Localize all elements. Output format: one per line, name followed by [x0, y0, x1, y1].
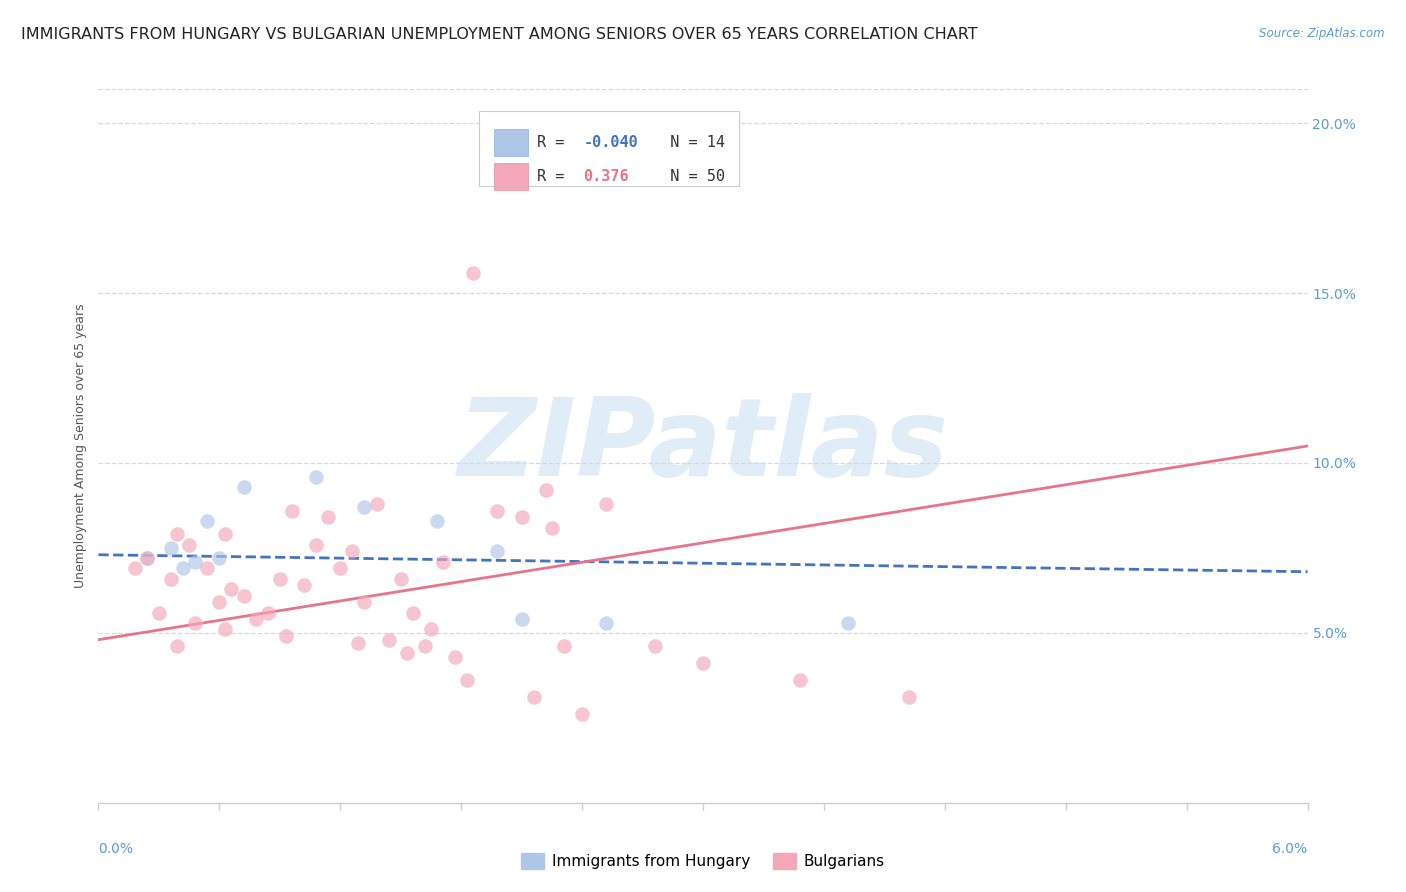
Point: [347, 636, 370, 650]
Legend: Immigrants from Hungary, Bulgarians: Immigrants from Hungary, Bulgarians: [515, 847, 891, 875]
Point: [135, 551, 157, 566]
FancyBboxPatch shape: [494, 163, 527, 190]
Point: [456, 673, 478, 688]
Point: [486, 544, 509, 558]
Point: [166, 527, 188, 541]
Point: [179, 537, 201, 551]
Point: [160, 572, 183, 586]
Point: [897, 690, 920, 705]
Point: [432, 555, 454, 569]
Point: [463, 266, 485, 280]
Text: -0.040: -0.040: [583, 135, 638, 150]
Point: [426, 514, 449, 528]
Point: [595, 497, 617, 511]
Point: [510, 612, 533, 626]
Point: [135, 551, 157, 566]
Point: [444, 649, 467, 664]
Point: [160, 541, 183, 555]
Point: [221, 582, 243, 596]
Text: 0.0%: 0.0%: [98, 842, 134, 856]
Point: [172, 561, 194, 575]
Point: [232, 589, 254, 603]
Point: [214, 623, 236, 637]
FancyBboxPatch shape: [494, 128, 527, 155]
Point: [256, 606, 278, 620]
Point: [595, 615, 617, 630]
Point: [486, 503, 509, 517]
Point: [195, 561, 218, 575]
Text: R =: R =: [537, 169, 574, 184]
Point: [420, 623, 443, 637]
Text: ZIPatlas: ZIPatlas: [457, 393, 949, 499]
Point: [166, 640, 188, 654]
Text: 0.376: 0.376: [583, 169, 628, 184]
Point: [377, 632, 399, 647]
Point: [269, 572, 291, 586]
Point: [316, 510, 339, 524]
Text: R =: R =: [537, 135, 574, 150]
Point: [353, 500, 375, 515]
Point: [342, 544, 364, 558]
Point: [644, 640, 666, 654]
Point: [245, 612, 267, 626]
Point: [148, 606, 170, 620]
Point: [789, 673, 811, 688]
Point: [208, 595, 231, 609]
FancyBboxPatch shape: [479, 111, 740, 186]
Point: [329, 561, 352, 575]
Point: [184, 555, 207, 569]
Point: [281, 503, 304, 517]
Text: N = 14: N = 14: [652, 135, 725, 150]
Point: [837, 615, 859, 630]
Text: N = 50: N = 50: [652, 169, 725, 184]
Point: [353, 595, 375, 609]
Point: [395, 646, 418, 660]
Point: [540, 520, 562, 534]
Point: [214, 527, 236, 541]
Point: [523, 690, 546, 705]
Point: [534, 483, 557, 498]
Point: [366, 497, 388, 511]
Point: [232, 480, 254, 494]
Point: [510, 510, 533, 524]
Text: Source: ZipAtlas.com: Source: ZipAtlas.com: [1260, 27, 1385, 40]
Text: 6.0%: 6.0%: [1272, 842, 1308, 856]
Point: [124, 561, 146, 575]
Point: [553, 640, 575, 654]
Point: [413, 640, 436, 654]
Point: [274, 629, 297, 643]
Point: [208, 551, 231, 566]
Point: [305, 469, 328, 483]
Point: [184, 615, 207, 630]
Point: [402, 606, 425, 620]
Point: [571, 707, 593, 722]
Point: [389, 572, 412, 586]
Point: [195, 514, 218, 528]
Text: IMMIGRANTS FROM HUNGARY VS BULGARIAN UNEMPLOYMENT AMONG SENIORS OVER 65 YEARS CO: IMMIGRANTS FROM HUNGARY VS BULGARIAN UNE…: [21, 27, 977, 42]
Point: [305, 537, 328, 551]
Point: [692, 657, 714, 671]
Point: [292, 578, 315, 592]
Y-axis label: Unemployment Among Seniors over 65 years: Unemployment Among Seniors over 65 years: [75, 303, 87, 589]
